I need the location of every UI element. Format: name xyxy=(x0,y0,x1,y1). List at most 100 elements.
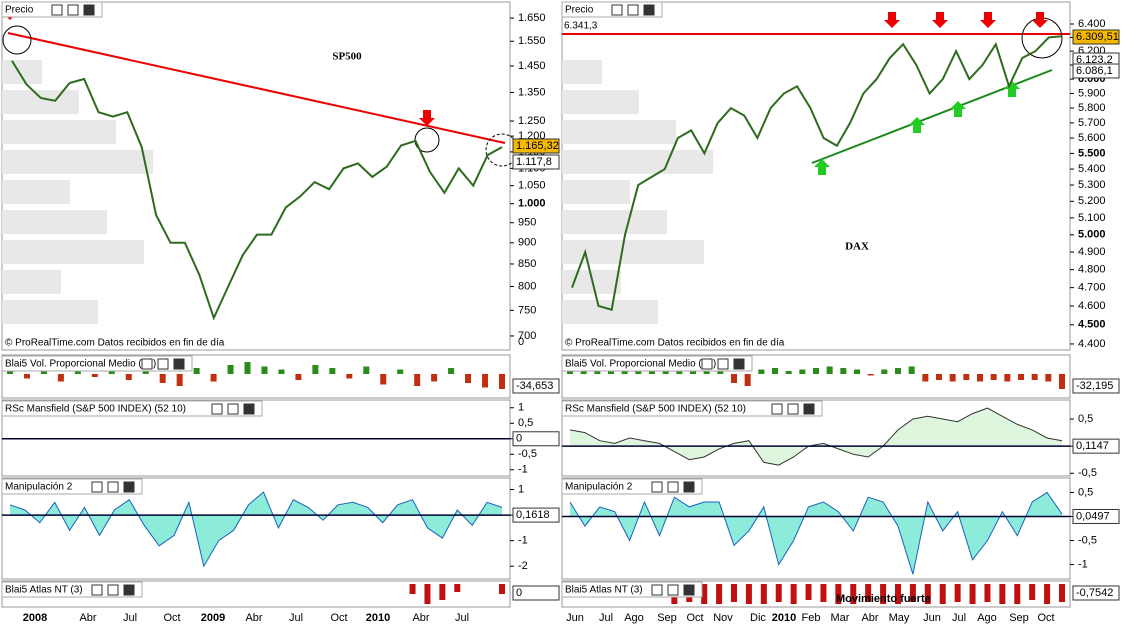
panel-icon[interactable] xyxy=(51,4,63,16)
y-tick-label: -1 xyxy=(518,535,528,547)
atlas-bar xyxy=(790,584,797,604)
value-label: -0,7542 xyxy=(1076,587,1113,599)
panel-icon[interactable] xyxy=(227,403,239,415)
panel-title-box xyxy=(1,400,263,417)
volume-bar xyxy=(57,374,64,382)
panel-icon[interactable] xyxy=(651,584,663,596)
arrow xyxy=(950,101,966,117)
panel-icon[interactable] xyxy=(243,403,255,415)
panel-icon[interactable] xyxy=(651,481,663,493)
volume-bar xyxy=(690,369,696,374)
panel-icon[interactable] xyxy=(667,584,679,596)
panel-title: RSc Mansfield (S&P 500 INDEX) (52 10) xyxy=(5,404,186,415)
panel-icon[interactable] xyxy=(667,481,679,493)
volume-bar xyxy=(7,371,13,374)
panel-icon[interactable] xyxy=(157,358,169,370)
panel-icon[interactable] xyxy=(611,4,623,16)
y-tick-label: 4.600 xyxy=(1078,300,1106,312)
panel-icon[interactable] xyxy=(717,358,729,370)
panel-icon[interactable] xyxy=(123,481,135,493)
y-tick-label: 5.100 xyxy=(1078,212,1106,224)
volume-bar xyxy=(1004,374,1011,382)
panel-icon[interactable] xyxy=(643,4,655,16)
atlas-bar xyxy=(1044,584,1051,604)
volume-bar xyxy=(840,368,847,374)
volume-bar xyxy=(159,374,166,383)
y-tick-label: 1.350 xyxy=(518,86,546,98)
arrow xyxy=(980,12,996,28)
volume-bar xyxy=(465,374,472,383)
panel-icon[interactable] xyxy=(787,403,799,415)
x-tick-label: Abr xyxy=(861,612,878,624)
y-tick-label: 0 xyxy=(518,336,524,348)
panel-icon[interactable] xyxy=(91,584,103,596)
panel-icon[interactable] xyxy=(683,584,695,596)
panel-title: Blai5 Vol. Proporcional Medio (30) xyxy=(5,359,156,370)
chart-annotation: SP500 xyxy=(332,51,362,63)
panel-icon[interactable] xyxy=(107,481,119,493)
y-tick-label: -0,5 xyxy=(1078,534,1097,546)
y-tick-label: 1.000 xyxy=(518,198,546,210)
value-box xyxy=(1072,508,1120,524)
volume-bar xyxy=(895,368,901,374)
volume-bar xyxy=(1059,374,1065,389)
panel-title: RSc Mansfield (S&P 500 INDEX) (52 10) xyxy=(565,404,746,415)
volume-profile xyxy=(562,210,667,234)
panel-icon[interactable] xyxy=(173,358,185,370)
value-label: 6.086,1 xyxy=(1076,65,1113,77)
y-tick-label: 4.800 xyxy=(1078,264,1106,276)
y-tick-label: 1.250 xyxy=(518,115,546,127)
volume-bar xyxy=(312,365,319,374)
panel-icon[interactable] xyxy=(627,4,639,16)
atlas-bar xyxy=(424,584,431,604)
panel-title: Manipulación 2 xyxy=(5,482,73,493)
volume-bar xyxy=(744,374,751,386)
x-tick-label: Nov xyxy=(713,612,733,624)
top-label: 6.341,3 xyxy=(564,21,598,32)
volume-bar xyxy=(922,374,929,382)
panel-title-box xyxy=(561,478,703,495)
volume-bar xyxy=(936,374,942,380)
panel-icon[interactable] xyxy=(123,584,135,596)
manip-panel xyxy=(1,477,511,580)
panel-icon[interactable] xyxy=(771,403,783,415)
panel-icon[interactable] xyxy=(803,403,815,415)
x-tick-label: Jul xyxy=(455,612,469,624)
volume-profile xyxy=(2,240,144,264)
volume-bar xyxy=(91,374,98,377)
panel-icon[interactable] xyxy=(107,584,119,596)
volume-profile xyxy=(562,90,639,114)
arrow xyxy=(1032,12,1048,28)
atlas-bar xyxy=(1059,584,1065,602)
arrow xyxy=(419,110,435,126)
y-tick-label: 5.400 xyxy=(1078,163,1106,175)
x-tick-label: Abr xyxy=(245,612,262,624)
atlas-bar xyxy=(880,584,887,604)
volume-profile xyxy=(562,60,602,84)
atlas-bar xyxy=(745,584,752,604)
volume-bar xyxy=(580,369,587,374)
value-label: -34,653 xyxy=(516,380,553,392)
y-tick-label: 5.800 xyxy=(1078,102,1106,114)
panel-icon[interactable] xyxy=(83,4,95,16)
panel-icon[interactable] xyxy=(91,481,103,493)
value-label: -32,195 xyxy=(1076,380,1113,392)
panel-icon[interactable] xyxy=(683,481,695,493)
panel-icon[interactable] xyxy=(701,358,713,370)
panel-title: Precio xyxy=(565,5,594,16)
panel-icon[interactable] xyxy=(141,358,153,370)
panel-icon[interactable] xyxy=(733,358,745,370)
panel-icon[interactable] xyxy=(211,403,223,415)
volume-bar xyxy=(731,374,737,383)
volume-bar xyxy=(363,366,370,374)
volume-bar xyxy=(949,374,956,382)
manip-line xyxy=(9,491,503,568)
rsc-line xyxy=(569,407,1063,466)
panel-icon[interactable] xyxy=(67,4,79,16)
x-tick-label: Sep xyxy=(657,612,677,624)
x-tick-label: Jul xyxy=(289,612,303,624)
x-tick-label: Feb xyxy=(802,612,821,624)
y-tick-label: 1.050 xyxy=(518,180,546,192)
panel-title: Blai5 Atlas NT (3) xyxy=(565,585,643,596)
